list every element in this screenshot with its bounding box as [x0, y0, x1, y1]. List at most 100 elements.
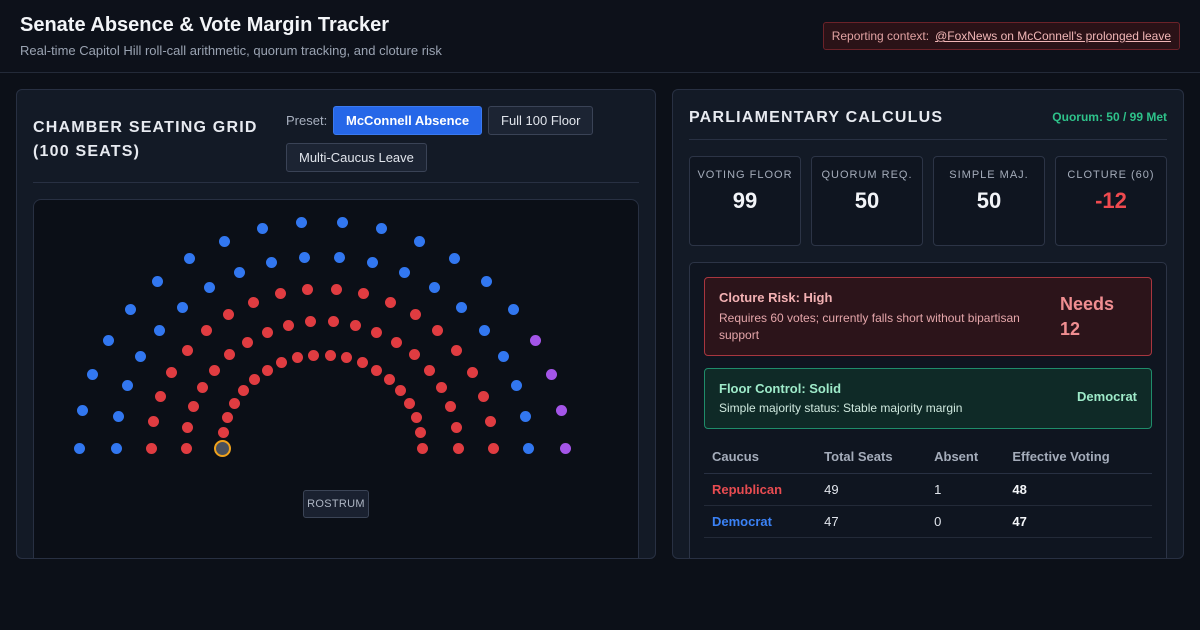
seat-democrat[interactable]	[121, 380, 133, 392]
seat-democrat[interactable]	[176, 301, 188, 313]
seat-republican[interactable]	[242, 336, 254, 348]
seat-republican[interactable]	[404, 398, 416, 410]
seat-republican[interactable]	[224, 349, 236, 361]
seat-republican[interactable]	[423, 364, 435, 376]
seat-republican[interactable]	[209, 364, 221, 376]
seat-republican[interactable]	[384, 374, 396, 386]
seat-republican[interactable]	[276, 357, 288, 369]
seat-republican[interactable]	[487, 442, 499, 454]
seat-republican[interactable]	[200, 325, 212, 337]
seat-democrat[interactable]	[183, 253, 195, 265]
seat-republican[interactable]	[308, 349, 320, 361]
seat-republican[interactable]	[395, 385, 407, 397]
seat-republican[interactable]	[408, 349, 420, 361]
seat-democrat[interactable]	[110, 442, 122, 454]
seat-republican[interactable]	[181, 344, 193, 356]
seat-democrat[interactable]	[73, 442, 85, 454]
seat-democrat[interactable]	[203, 282, 215, 294]
seat-republican[interactable]	[247, 296, 259, 308]
seat-republican[interactable]	[445, 401, 457, 413]
seat-independent[interactable]	[556, 405, 568, 417]
seat-republican[interactable]	[415, 427, 427, 439]
seat-democrat[interactable]	[102, 334, 114, 346]
seat-independent[interactable]	[559, 442, 571, 454]
seat-democrat[interactable]	[429, 282, 441, 294]
seat-republican[interactable]	[217, 427, 229, 439]
seat-republican[interactable]	[432, 325, 444, 337]
seat-republican[interactable]	[452, 442, 464, 454]
seat-republican[interactable]	[450, 421, 462, 433]
seat-republican[interactable]	[341, 352, 353, 364]
seat-republican[interactable]	[466, 366, 478, 378]
seat-republican[interactable]	[349, 319, 361, 331]
seat-democrat[interactable]	[399, 267, 411, 279]
seat-republican[interactable]	[196, 382, 208, 394]
reporting-context-link[interactable]: @FoxNews on McConnell's prolonged leave	[935, 29, 1171, 43]
seat-republican[interactable]	[228, 398, 240, 410]
seat-republican[interactable]	[371, 326, 383, 338]
seat-republican[interactable]	[222, 309, 234, 321]
preset-mcconnell-absence-button[interactable]: McConnell Absence	[333, 106, 483, 135]
seat-republican[interactable]	[485, 416, 497, 428]
seat-democrat[interactable]	[376, 223, 388, 235]
seat-republican[interactable]	[187, 401, 199, 413]
seat-republican[interactable]	[145, 442, 157, 454]
seat-republican[interactable]	[371, 364, 383, 376]
preset-multi-caucus-leave-button[interactable]: Multi-Caucus Leave	[286, 143, 427, 172]
seat-democrat[interactable]	[367, 256, 379, 268]
seat-independent[interactable]	[530, 334, 542, 346]
seat-republican[interactable]	[180, 442, 192, 454]
seat-republican[interactable]	[305, 316, 317, 328]
seat-democrat[interactable]	[333, 251, 345, 263]
seat-democrat[interactable]	[151, 276, 163, 288]
seat-republican[interactable]	[356, 357, 368, 369]
seat-republican[interactable]	[478, 390, 490, 402]
seat-democrat[interactable]	[497, 351, 509, 363]
seat-republican[interactable]	[324, 349, 336, 361]
seat-republican[interactable]	[330, 284, 342, 295]
seat-independent[interactable]	[546, 369, 558, 381]
seat-democrat[interactable]	[449, 253, 461, 265]
seat-democrat[interactable]	[456, 301, 468, 313]
seat-democrat[interactable]	[481, 276, 493, 288]
seat-republican[interactable]	[410, 309, 422, 321]
seat-democrat[interactable]	[256, 223, 268, 235]
seat-republican[interactable]	[147, 416, 159, 428]
seat-democrat[interactable]	[218, 235, 230, 247]
seat-republican[interactable]	[154, 390, 166, 402]
seat-republican[interactable]	[166, 366, 178, 378]
seat-republican[interactable]	[411, 412, 423, 424]
preset-full-floor-button[interactable]: Full 100 Floor	[488, 106, 594, 135]
seat-democrat[interactable]	[414, 235, 426, 247]
seat-democrat[interactable]	[113, 410, 125, 422]
seat-republican[interactable]	[327, 316, 339, 328]
seat-democrat[interactable]	[511, 380, 523, 392]
seat-republican[interactable]	[358, 288, 370, 300]
seat-democrat[interactable]	[124, 303, 136, 315]
seat-democrat[interactable]	[336, 217, 348, 229]
seat-republican[interactable]	[261, 364, 273, 376]
seat-republican[interactable]	[182, 421, 194, 433]
seat-democrat[interactable]	[233, 267, 245, 279]
seat-democrat[interactable]	[153, 324, 165, 336]
seat-democrat[interactable]	[86, 369, 98, 381]
seat-republican[interactable]	[436, 382, 448, 394]
seat-republican[interactable]	[291, 352, 303, 364]
seat-republican[interactable]	[451, 344, 463, 356]
seat-republican[interactable]	[416, 442, 428, 454]
seat-republican[interactable]	[283, 319, 295, 331]
seat-democrat[interactable]	[508, 303, 520, 315]
seat-democrat[interactable]	[296, 217, 308, 229]
seat-democrat[interactable]	[522, 442, 534, 454]
seat-republican[interactable]	[302, 284, 314, 295]
seat-republican[interactable]	[248, 374, 260, 386]
seat-democrat[interactable]	[76, 405, 88, 417]
seat-democrat[interactable]	[135, 351, 147, 363]
seat-republican[interactable]	[385, 296, 397, 308]
seat-democrat[interactable]	[519, 410, 531, 422]
seat-republican[interactable]	[221, 412, 233, 424]
seat-republican[interactable]	[261, 326, 273, 338]
seat-absent[interactable]	[213, 439, 231, 457]
seat-republican[interactable]	[274, 288, 286, 300]
seat-democrat[interactable]	[265, 256, 277, 268]
